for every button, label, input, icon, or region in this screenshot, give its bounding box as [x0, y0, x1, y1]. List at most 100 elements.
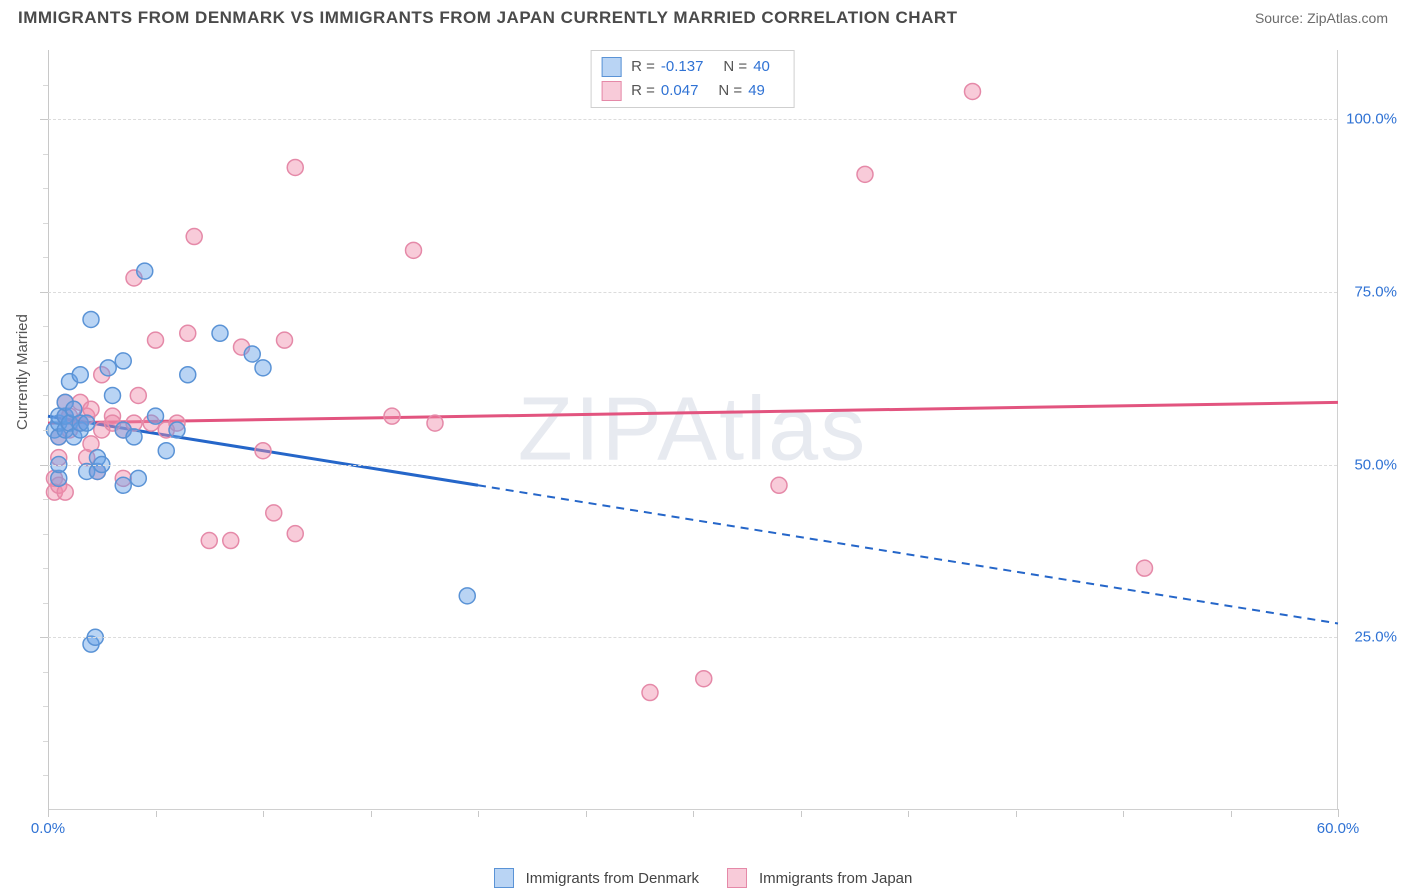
swatch-denmark	[601, 57, 621, 77]
data-point-denmark	[459, 588, 475, 604]
y-tick-minor	[43, 741, 48, 742]
y-tick-minor	[43, 223, 48, 224]
x-tick-minor	[156, 811, 157, 817]
data-point-japan	[277, 332, 293, 348]
x-tick-minor	[908, 811, 909, 817]
correlation-row-denmark: R = -0.137 N = 40	[601, 55, 784, 79]
correlation-legend: R = -0.137 N = 40 R = 0.047 N = 49	[590, 50, 795, 108]
correlation-row-japan: R = 0.047 N = 49	[601, 79, 784, 103]
y-tick-minor	[43, 775, 48, 776]
swatch-japan	[727, 868, 747, 888]
y-tick	[40, 119, 48, 120]
y-tick-minor	[43, 706, 48, 707]
y-tick-minor	[43, 499, 48, 500]
data-point-denmark	[115, 477, 131, 493]
data-point-denmark	[180, 367, 196, 383]
data-point-denmark	[83, 311, 99, 327]
data-point-japan	[223, 533, 239, 549]
y-tick-minor	[43, 534, 48, 535]
x-tick	[48, 809, 49, 817]
x-tick-minor	[586, 811, 587, 817]
chart-title: IMMIGRANTS FROM DENMARK VS IMMIGRANTS FR…	[18, 8, 958, 28]
y-tick-minor	[43, 568, 48, 569]
x-tick-minor	[801, 811, 802, 817]
data-point-japan	[266, 505, 282, 521]
data-point-denmark	[105, 387, 121, 403]
y-tick-minor	[43, 603, 48, 604]
data-point-denmark	[126, 429, 142, 445]
r-value-japan: 0.047	[661, 79, 699, 103]
swatch-denmark	[494, 868, 514, 888]
y-tick	[40, 292, 48, 293]
plot-area: ZIPAtlas R = -0.137 N = 40 R = 0.047 N =…	[48, 50, 1338, 810]
data-point-japan	[201, 533, 217, 549]
y-tick-label: 100.0%	[1342, 111, 1397, 128]
x-tick-minor	[1231, 811, 1232, 817]
data-point-denmark	[130, 470, 146, 486]
data-point-denmark	[212, 325, 228, 341]
data-point-japan	[857, 166, 873, 182]
source-label: Source: ZipAtlas.com	[1255, 10, 1388, 26]
legend-item-japan: Immigrants from Japan	[727, 868, 912, 888]
data-point-denmark	[148, 408, 164, 424]
r-label: R =	[631, 55, 655, 79]
y-tick-minor	[43, 361, 48, 362]
x-tick-minor	[1123, 811, 1124, 817]
r-value-denmark: -0.137	[661, 55, 704, 79]
r-label: R =	[631, 79, 655, 103]
trend-line-japan	[48, 402, 1338, 423]
data-point-denmark	[169, 422, 185, 438]
data-point-japan	[384, 408, 400, 424]
data-point-denmark	[244, 346, 260, 362]
grid-line	[48, 119, 1337, 120]
y-tick-minor	[43, 188, 48, 189]
n-value-japan: 49	[748, 79, 765, 103]
y-tick-label: 50.0%	[1342, 456, 1397, 473]
data-point-japan	[130, 387, 146, 403]
x-tick-minor	[371, 811, 372, 817]
data-point-denmark	[137, 263, 153, 279]
y-tick-minor	[43, 326, 48, 327]
x-tick-minor	[1016, 811, 1017, 817]
y-tick	[40, 465, 48, 466]
data-point-japan	[148, 332, 164, 348]
x-tick-minor	[693, 811, 694, 817]
data-point-japan	[427, 415, 443, 431]
data-point-japan	[696, 671, 712, 687]
data-point-japan	[642, 685, 658, 701]
swatch-japan	[601, 81, 621, 101]
y-tick-minor	[43, 395, 48, 396]
y-tick-minor	[43, 430, 48, 431]
data-point-japan	[186, 229, 202, 245]
series-legend: Immigrants from Denmark Immigrants from …	[0, 868, 1406, 888]
data-point-denmark	[79, 415, 95, 431]
data-point-japan	[287, 159, 303, 175]
x-tick-minor	[263, 811, 264, 817]
data-point-japan	[255, 443, 271, 459]
y-tick-minor	[43, 672, 48, 673]
grid-line	[48, 465, 1337, 466]
data-point-japan	[180, 325, 196, 341]
data-point-denmark	[115, 353, 131, 369]
n-label: N =	[723, 55, 747, 79]
data-point-denmark	[255, 360, 271, 376]
x-tick-label: 0.0%	[31, 820, 65, 837]
x-tick	[1338, 809, 1339, 817]
data-point-denmark	[158, 443, 174, 459]
data-point-japan	[965, 83, 981, 99]
y-tick-minor	[43, 85, 48, 86]
n-value-denmark: 40	[753, 55, 770, 79]
data-point-japan	[1137, 560, 1153, 576]
scatter-svg	[48, 50, 1337, 809]
x-tick-label: 60.0%	[1317, 820, 1360, 837]
grid-line	[48, 637, 1337, 638]
trend-line-dashed-denmark	[478, 485, 1338, 623]
grid-line	[48, 292, 1337, 293]
y-tick	[40, 637, 48, 638]
legend-label-japan: Immigrants from Japan	[759, 870, 912, 887]
x-tick-minor	[478, 811, 479, 817]
y-tick-minor	[43, 257, 48, 258]
y-axis-title: Currently Married	[14, 314, 31, 430]
legend-label-denmark: Immigrants from Denmark	[526, 870, 699, 887]
y-tick-label: 25.0%	[1342, 629, 1397, 646]
